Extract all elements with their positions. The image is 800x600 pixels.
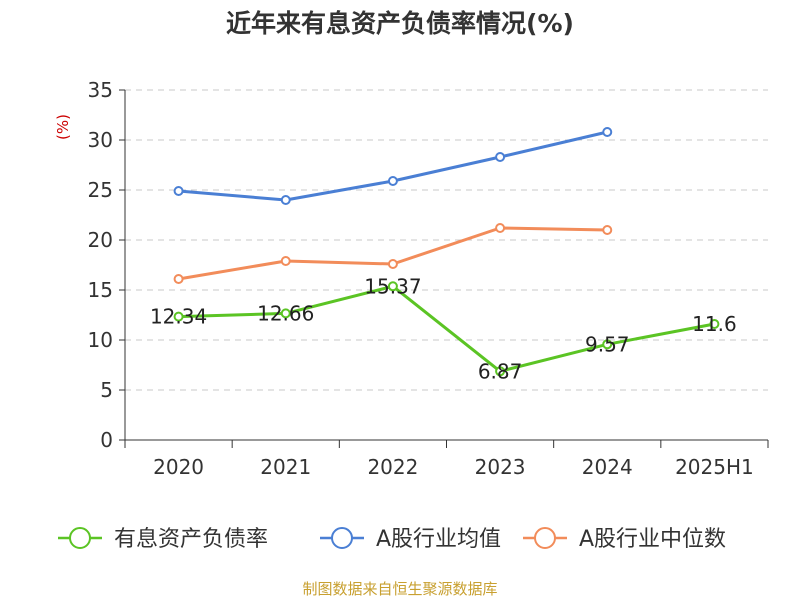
y-tick-label: 20 xyxy=(88,228,113,252)
x-tick-label: 2022 xyxy=(367,455,418,479)
y-tick-label: 30 xyxy=(88,128,113,152)
x-tick-label: 2021 xyxy=(260,455,311,479)
data-label: 6.87 xyxy=(478,359,523,383)
series-point-1 xyxy=(173,186,184,196)
x-tick-labels: 2020 2021 2022 2023 2024 2025H1 xyxy=(153,455,754,479)
data-label: 12.34 xyxy=(150,305,207,329)
y-tick-label: 10 xyxy=(88,328,113,352)
data-label: 9.57 xyxy=(585,332,630,356)
legend-item-0[interactable]: 有息资产负债率 xyxy=(58,527,268,552)
series-point-2 xyxy=(280,256,291,266)
series-point-1 xyxy=(387,176,398,186)
series-point-0 xyxy=(280,308,291,319)
series-point-1 xyxy=(495,152,506,162)
data-label: 11.6 xyxy=(692,312,737,336)
legend-swatch-marker xyxy=(534,527,556,549)
y-tick-label: 0 xyxy=(100,428,113,452)
legend-label: 有息资产负债率 xyxy=(114,527,268,552)
chart-title: 近年来有息资产负债率情况(%) xyxy=(226,9,574,38)
series-point-1 xyxy=(280,195,291,205)
series-point-0 xyxy=(709,319,720,329)
legend: 有息资产负债率 A股行业均值 A股行业中位数 xyxy=(58,527,726,552)
series-point-2 xyxy=(387,259,398,269)
legend-swatch-marker xyxy=(69,527,91,549)
series-point-2 xyxy=(495,223,506,233)
y-tick-label: 25 xyxy=(88,178,113,202)
series-point-2 xyxy=(602,225,613,235)
series-point-0 xyxy=(495,366,506,377)
legend-item-1[interactable]: A股行业均值 xyxy=(320,527,501,552)
y-axis-label: (%) xyxy=(54,114,72,140)
legend-label: A股行业均值 xyxy=(376,527,501,552)
source-note: 制图数据来自恒生聚源数据库 xyxy=(302,580,498,598)
legend-swatch-marker xyxy=(331,527,353,549)
grid-lines xyxy=(125,89,768,391)
data-label: 12.66 xyxy=(257,301,314,325)
axes xyxy=(119,89,769,448)
series-point-0 xyxy=(602,339,613,350)
x-tick-label: 2023 xyxy=(475,455,526,479)
series-point-0 xyxy=(387,281,398,292)
series-lines xyxy=(173,127,720,377)
legend-label: A股行业中位数 xyxy=(579,527,726,552)
data-label: 15.37 xyxy=(364,274,421,298)
series-line-2 xyxy=(178,226,608,281)
x-tick-label: 2025H1 xyxy=(675,455,754,479)
y-tick-labels: 0 5 10 15 20 25 30 35 xyxy=(88,78,113,452)
data-labels: 12.34 12.66 15.37 6.87 9.57 11.6 xyxy=(150,274,737,383)
series-point-0 xyxy=(173,311,184,322)
series-point-2 xyxy=(173,274,184,284)
x-tick-label: 2020 xyxy=(153,455,204,479)
series-point-1 xyxy=(602,127,613,137)
y-tick-label: 5 xyxy=(100,378,113,402)
x-tick-label: 2024 xyxy=(582,455,633,479)
y-tick-label: 35 xyxy=(88,78,113,102)
series-line-0 xyxy=(178,284,715,373)
y-tick-label: 15 xyxy=(88,278,113,302)
legend-item-2[interactable]: A股行业中位数 xyxy=(523,527,726,552)
